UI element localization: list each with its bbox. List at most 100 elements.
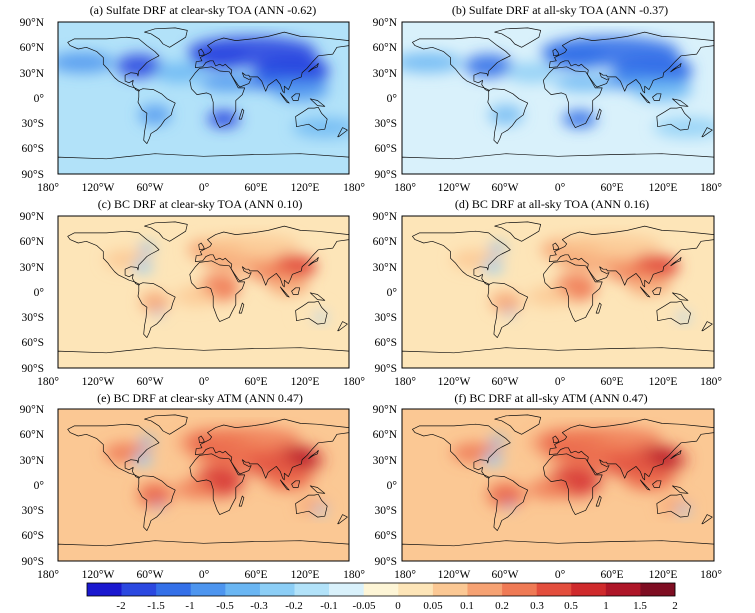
lat-axis: 90°N 60°N 30°N 0° 30°S 60°S 90°S: [20, 17, 45, 181]
colorbar-label: -0.5: [216, 600, 234, 612]
colorbar-swatch: [363, 583, 399, 596]
lat-axis: 90°N 60°N 30°N 0° 30°S 60°S 90°S: [373, 404, 398, 568]
coastline-australia: [656, 300, 691, 325]
lon-label: 180°: [700, 376, 722, 388]
colorbar-labels: -2 -1.5 -1 -0.5 -0.3 -0.2 -0.1 -0.05 0 0…: [116, 600, 677, 612]
lon-label: 60°E: [244, 182, 267, 194]
lat-label: 30°S: [375, 505, 398, 517]
coastline-eurasia: [548, 418, 714, 481]
coastline-britain: [198, 242, 205, 251]
coastline-antarctica: [402, 153, 714, 174]
map-field: [402, 216, 714, 368]
lat-label: 60°N: [20, 236, 45, 248]
colorbar-swatch: [640, 583, 676, 596]
panel-b: (b) Sulfate DRF at all-sky TOA (ANN -0.3…: [373, 3, 723, 194]
panel-d: (d) BC DRF at all-sky TOA (ANN 0.16) 90°…: [373, 197, 723, 388]
coastline-nz: [701, 127, 713, 138]
coastlines: [402, 27, 714, 174]
coastline-antarctica: [402, 540, 714, 561]
coastline-antarctica: [58, 153, 349, 174]
coastline-madagascar: [595, 108, 602, 120]
coastline-samerica: [487, 475, 529, 531]
coastline-nz: [701, 514, 713, 525]
colorbar-swatch: [502, 583, 537, 596]
lat-label: 60°N: [20, 42, 45, 54]
coastlines: [58, 414, 349, 561]
coastline-japan: [308, 63, 319, 73]
forcing-region: [527, 479, 571, 500]
coastline-newguinea: [309, 485, 326, 494]
colorbar: -2 -1.5 -1 -0.5 -0.3 -0.2 -0.1 -0.05 0 0…: [86, 582, 678, 612]
lat-label: 30°N: [20, 455, 45, 467]
coastlines: [402, 414, 714, 561]
forcing-region: [653, 117, 714, 138]
coastline-borneo: [291, 287, 301, 295]
coastline-africa: [542, 66, 603, 128]
coastline-antarctica: [58, 540, 349, 561]
coastlines: [58, 27, 349, 174]
coastline-samerica: [137, 88, 176, 144]
lat-label: 0°: [34, 93, 45, 105]
lat-axis: 90°N 60°N 30°N 0° 30°S 60°S 90°S: [373, 211, 398, 375]
colorbar-frame: [86, 582, 676, 597]
forcing-region: [562, 110, 598, 128]
lat-label: 60°N: [373, 42, 398, 54]
coastline-samerica: [137, 282, 176, 338]
lat-label: 30°N: [20, 68, 45, 80]
map-frame: [57, 21, 350, 175]
lat-label: 30°N: [373, 68, 398, 80]
coastline-newguinea: [672, 292, 689, 301]
coastline-borneo: [652, 287, 662, 295]
forcing-region: [154, 309, 163, 317]
lat-label: 90°N: [373, 211, 398, 223]
panel-title: (f) BC DRF at all-sky ATM (ANN 0.47): [454, 391, 647, 405]
colorbar-swatch: [87, 583, 122, 596]
lat-label: 60°S: [22, 143, 45, 155]
coastline-newguinea: [309, 292, 326, 301]
forcing-region: [272, 77, 329, 102]
coastline-newguinea: [672, 485, 689, 494]
coastline-nz: [337, 514, 348, 525]
lon-label: 60°E: [600, 376, 623, 388]
lon-label: 60°W: [137, 376, 164, 388]
colorbar-swatch: [571, 583, 607, 596]
forcing-region: [540, 36, 680, 67]
coastline-sumatra: [639, 92, 651, 104]
forcing-region: [138, 104, 172, 126]
forcing-region: [138, 243, 156, 253]
colorbar-label: -1.5: [147, 600, 165, 612]
coastline-nz: [337, 321, 348, 332]
lat-label: 90°S: [22, 363, 45, 375]
forcing-region: [154, 502, 163, 510]
coastline-australia: [295, 300, 328, 325]
coastline-africa: [189, 260, 246, 322]
coastline-nz: [337, 127, 348, 138]
coastlines: [58, 221, 349, 368]
lon-label: 120°W: [82, 569, 115, 581]
colorbar-swatch: [605, 583, 641, 596]
coastline-eurasia: [548, 225, 714, 288]
lon-label: 60°W: [492, 569, 519, 581]
lat-label: 60°S: [375, 530, 398, 542]
coastline-greenland: [494, 27, 542, 48]
forcing-halo: [134, 480, 176, 510]
coastline-samerica: [487, 88, 529, 144]
forcing-region: [488, 436, 507, 446]
lon-axis: 180° 120°W 60°W 0° 60°E 120°E 180°: [37, 376, 365, 388]
forcing-region: [138, 436, 156, 446]
lon-label: 60°E: [600, 569, 623, 581]
coastline-australia: [295, 106, 328, 131]
lon-label: 180°: [394, 376, 416, 388]
forcing-region: [488, 243, 507, 253]
panel-c: (c) BC DRF at clear-sky TOA (ANN 0.10) 9…: [20, 197, 366, 388]
colorbar-label: -0.2: [285, 600, 302, 612]
coastline-borneo: [652, 93, 662, 101]
forcing-region: [314, 506, 328, 515]
lon-label: 0°: [555, 182, 566, 194]
coastline-madagascar: [238, 108, 245, 120]
forcing-region: [558, 233, 662, 258]
map-field: [58, 216, 349, 368]
colorbar-swatch: [432, 583, 468, 596]
colorbar-label: -1: [185, 600, 194, 612]
coastline-greenland: [494, 414, 542, 435]
